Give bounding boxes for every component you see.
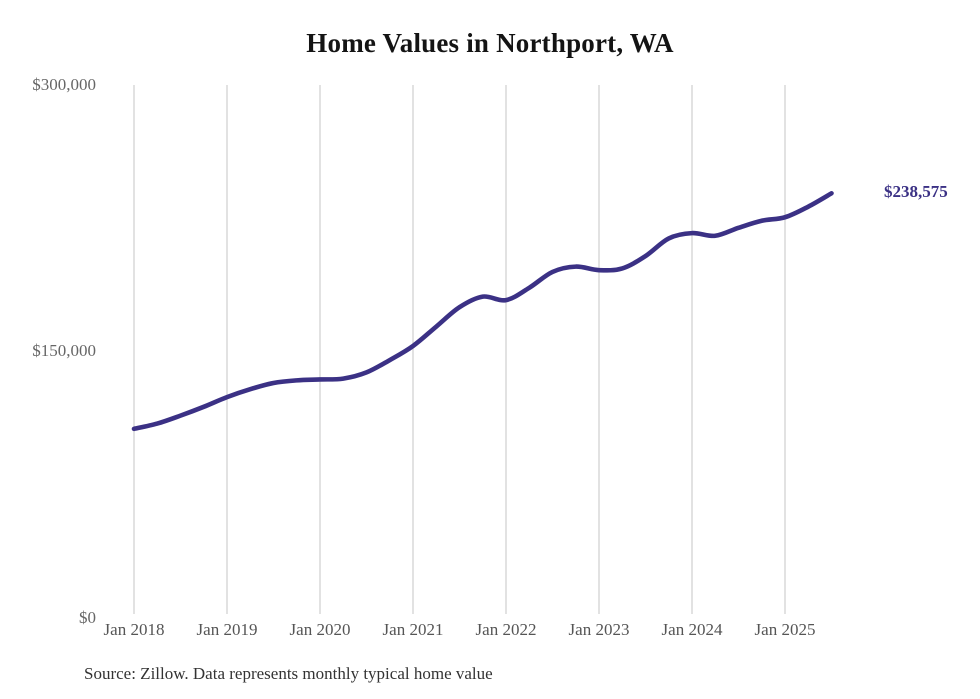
x-axis-tick-jan-2019: Jan 2019 <box>196 620 258 639</box>
x-axis-tick-jan-2025: Jan 2025 <box>754 620 816 639</box>
x-axis-tick-jan-2020: Jan 2020 <box>289 620 351 639</box>
gridlines <box>133 85 786 614</box>
y-axis-tick-300000: $300,000 <box>32 75 96 94</box>
x-axis-tick-jan-2023: Jan 2023 <box>568 620 630 639</box>
x-axis-tick-jan-2021: Jan 2021 <box>382 620 444 639</box>
source-note: Source: Zillow. Data represents monthly … <box>84 664 493 683</box>
series-line-typical-home-value <box>131 191 834 432</box>
x-axis-tick-jan-2018: Jan 2018 <box>103 620 165 639</box>
y-axis-tick-0: $0 <box>79 608 96 627</box>
x-axis-tick-jan-2024: Jan 2024 <box>661 620 723 639</box>
end-value-label: $238,575 <box>884 182 948 202</box>
x-axis-tick-jan-2022: Jan 2022 <box>475 620 537 639</box>
y-axis-tick-150000: $150,000 <box>32 341 96 360</box>
chart-title: Home Values in Northport, WA <box>306 28 674 58</box>
